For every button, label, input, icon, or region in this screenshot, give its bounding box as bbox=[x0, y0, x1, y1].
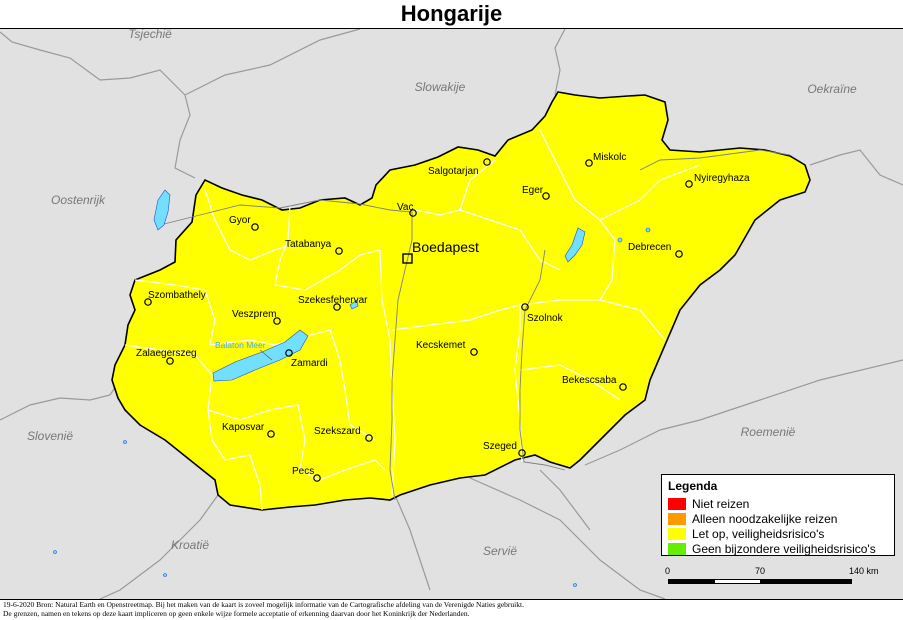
city-label-szekesfehervar: Szekesfehervar bbox=[298, 295, 368, 306]
city-label-kaposvar: Kaposvar bbox=[222, 422, 265, 433]
label-tsjechie: Tsjechië bbox=[128, 29, 172, 41]
neighbor-borders bbox=[0, 29, 903, 599]
legend-label: Niet reizen bbox=[692, 496, 750, 511]
lake-tisza bbox=[564, 227, 586, 263]
scale-label-140: 140 km bbox=[849, 566, 879, 576]
map-title: Hongarije bbox=[400, 1, 503, 26]
city-marker-pecs bbox=[313, 474, 321, 482]
neighbor-labels: Tsjechië Slowakije Oekraïne Oostenrijk S… bbox=[27, 29, 857, 558]
city-marker-szolnok bbox=[521, 303, 529, 311]
legend-swatch-green bbox=[668, 542, 686, 555]
lake-neusiedl bbox=[153, 189, 171, 231]
city-marker-szeged bbox=[518, 449, 526, 457]
city-label-gyor: Gyor bbox=[229, 215, 251, 226]
city-marker-kaposvar bbox=[267, 430, 275, 438]
label-servie: Servië bbox=[483, 544, 517, 558]
label-kroatie: Kroatië bbox=[171, 538, 209, 552]
lakes bbox=[53, 189, 651, 587]
capital-marker bbox=[402, 253, 413, 264]
footer-source: 19-6-2020 Bron: Natural Earth en Openstr… bbox=[3, 600, 524, 609]
city-label-szeged: Szeged bbox=[483, 441, 517, 452]
city-marker-eger bbox=[542, 192, 550, 200]
city-label-eger: Eger bbox=[522, 185, 544, 196]
region-borders bbox=[124, 129, 701, 511]
city-marker-debrecen bbox=[675, 250, 683, 258]
scale-label-0: 0 bbox=[665, 566, 671, 576]
label-oostenrijk: Oostenrijk bbox=[51, 193, 106, 207]
city-marker-szekszard bbox=[365, 434, 373, 442]
legend-title: Legenda bbox=[668, 479, 718, 493]
label-oekraine: Oekraïne bbox=[807, 82, 857, 96]
legend: Legenda Niet reizen Alleen noodzakelijke… bbox=[661, 474, 895, 556]
city-marker-salgotarjan bbox=[483, 158, 491, 166]
country-hungary bbox=[111, 91, 811, 511]
city-marker-zamardi bbox=[285, 349, 293, 357]
city-label-szolnok: Szolnok bbox=[527, 313, 564, 324]
label-slowakije: Slowakije bbox=[415, 80, 466, 94]
legend-item-niet-reizen: Niet reizen bbox=[668, 496, 888, 511]
legend-item-noodzakelijk: Alleen noodzakelijke reizen bbox=[668, 511, 888, 526]
city-label-debrecen: Debrecen bbox=[628, 242, 671, 253]
city-marker-szombathely bbox=[144, 298, 152, 306]
legend-label: Geen bijzondere veiligheidsrisico's bbox=[692, 541, 876, 556]
city-label-nyiregyhaza: Nyiregyhaza bbox=[694, 173, 750, 184]
city-marker-kecskemet bbox=[470, 348, 478, 356]
label-balaton: Balaton Meer bbox=[215, 340, 266, 350]
rivers bbox=[159, 149, 791, 501]
balaton-leader bbox=[259, 349, 273, 361]
label-roemenie: Roemenië bbox=[741, 425, 796, 439]
city-markers: Miskolc Salgotarjan Nyiregyhaza Eger Vac… bbox=[136, 152, 750, 482]
legend-label: Let op, veiligheidsrisico's bbox=[692, 526, 825, 541]
legend-swatch-red bbox=[668, 497, 686, 510]
city-label-miskolc: Miskolc bbox=[593, 152, 626, 163]
scale-label-70: 70 bbox=[755, 566, 766, 576]
city-marker-miskolc bbox=[585, 159, 593, 167]
city-marker-tatabanya bbox=[335, 247, 343, 255]
label-slovenie: Slovenië bbox=[27, 429, 73, 443]
scale-bar-graphic bbox=[668, 579, 852, 584]
city-marker-nyiregyhaza bbox=[685, 180, 693, 188]
city-marker-szekesfehervar bbox=[333, 303, 341, 311]
legend-swatch-yellow bbox=[668, 527, 686, 540]
city-label-bekescsaba: Bekescsaba bbox=[562, 375, 617, 386]
city-label-veszprem: Veszprem bbox=[232, 309, 276, 320]
city-label-zalaegerszeg: Zalaegerszeg bbox=[136, 348, 197, 359]
city-label-tatabanya: Tatabanya bbox=[285, 239, 332, 250]
city-marker-veszprem bbox=[273, 317, 281, 325]
city-label-kecskemet: Kecskemet bbox=[416, 340, 466, 351]
title-bar: Hongarije bbox=[0, 0, 903, 29]
city-marker-zalaegerszeg bbox=[166, 357, 174, 365]
scale-bar: 0 70 140 km bbox=[664, 566, 894, 594]
legend-swatch-orange bbox=[668, 512, 686, 525]
city-label-zamardi: Zamardi bbox=[291, 358, 328, 369]
city-label-vac: Vac bbox=[397, 202, 414, 213]
city-marker-vac bbox=[409, 209, 417, 217]
lake-balaton bbox=[212, 329, 309, 382]
city-marker-gyor bbox=[251, 223, 259, 231]
label-capital: Boedapest bbox=[412, 239, 479, 255]
legend-label: Alleen noodzakelijke reizen bbox=[692, 511, 838, 526]
legend-item-geen-risico: Geen bijzondere veiligheidsrisico's bbox=[668, 541, 888, 556]
city-marker-bekescsaba bbox=[619, 383, 627, 391]
footer-disclaimer: De grenzen, namen en tekens op deze kaar… bbox=[3, 609, 470, 618]
footer: 19-6-2020 Bron: Natural Earth en Openstr… bbox=[0, 599, 903, 620]
city-label-szombathely: Szombathely bbox=[148, 290, 206, 301]
city-label-salgotarjan: Salgotarjan bbox=[428, 166, 479, 177]
city-label-szekszard: Szekszard bbox=[314, 426, 361, 437]
legend-item-let-op: Let op, veiligheidsrisico's bbox=[668, 526, 888, 541]
city-label-pecs: Pecs bbox=[292, 466, 314, 477]
